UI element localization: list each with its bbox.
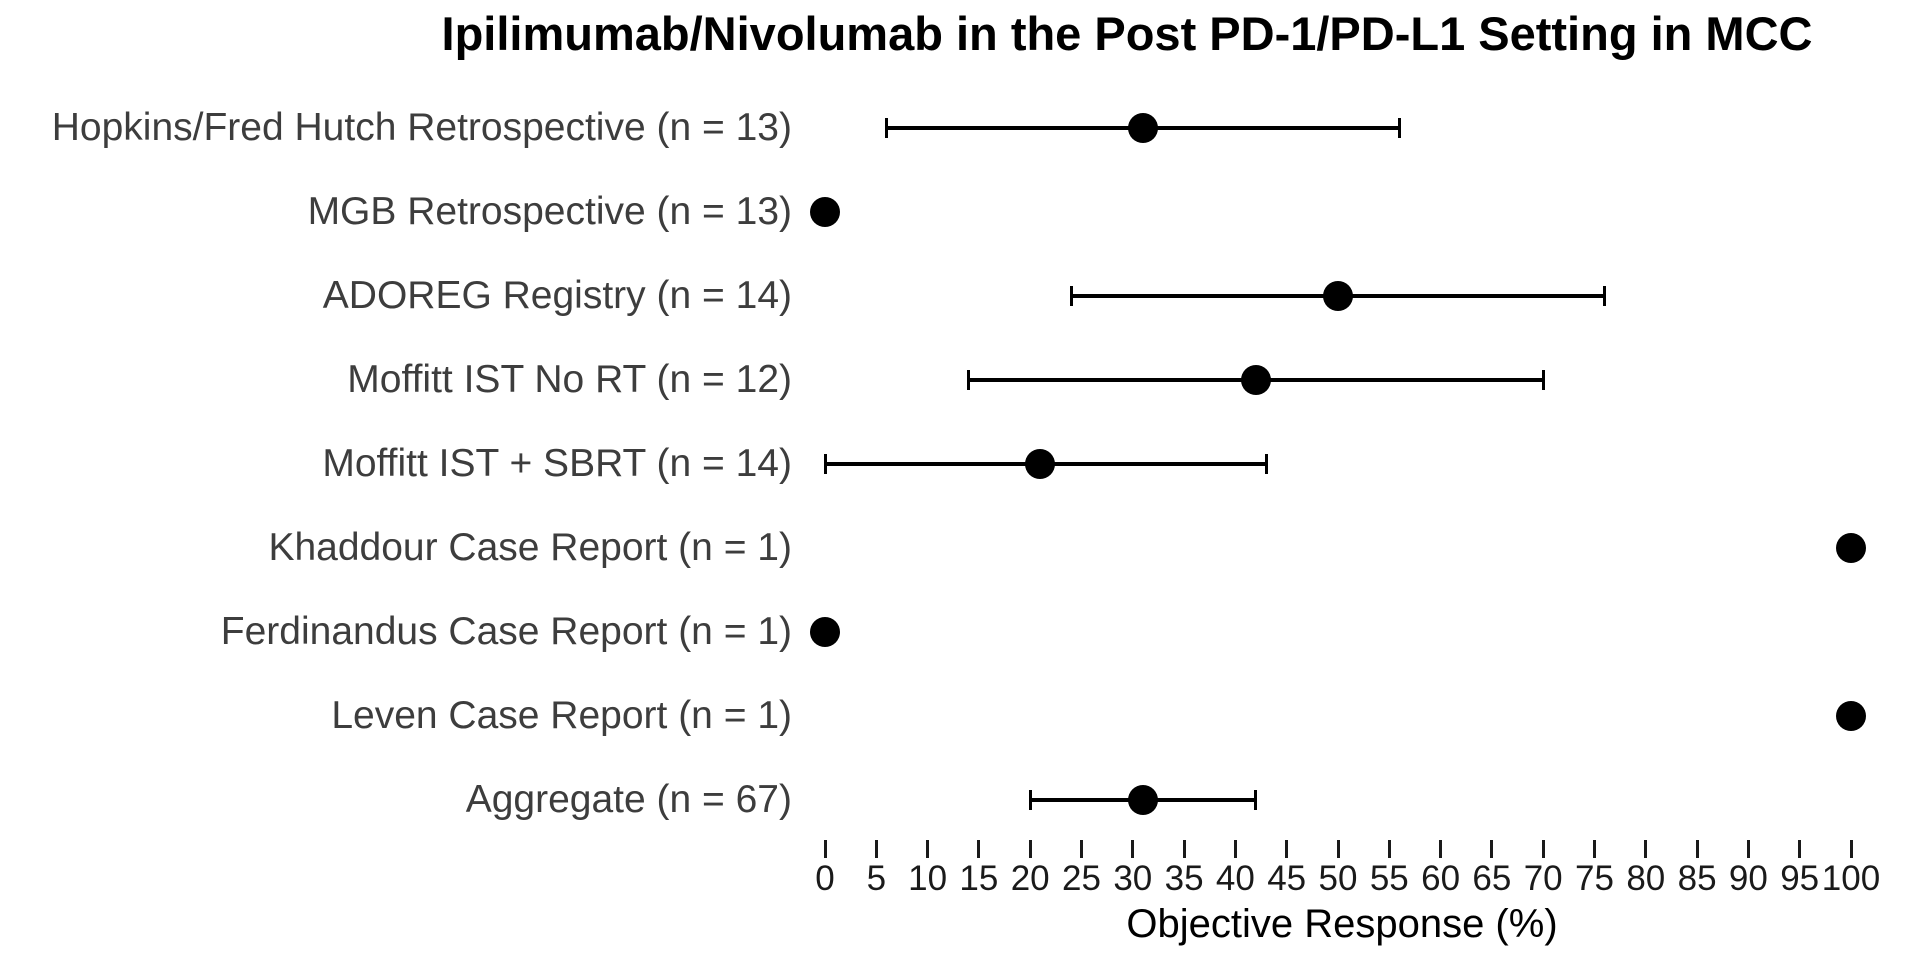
study-label: Moffitt IST + SBRT (n = 14) (322, 442, 792, 485)
x-axis-tick-label: 95 (1780, 859, 1820, 898)
x-axis-tick (1849, 840, 1853, 858)
x-axis-tick (1695, 840, 1699, 858)
x-axis-tick (1182, 840, 1186, 858)
study-label: Ferdinandus Case Report (n = 1) (220, 610, 792, 653)
x-axis-tick-label: 100 (1821, 859, 1881, 898)
x-axis-tick (1080, 840, 1083, 858)
error-bar-cap-right (1254, 790, 1258, 810)
chart-title: Ipilimumab/Nivolumab in the Post PD-1/PD… (441, 7, 1813, 60)
point-marker (1836, 533, 1866, 563)
x-axis-tick-label: 90 (1728, 859, 1768, 898)
study-label: Hopkins/Fred Hutch Retrospective (n = 13… (51, 106, 792, 149)
error-bar-cap-left (1069, 286, 1073, 306)
point-marker (1128, 113, 1159, 143)
error-bar-cap-right (1398, 118, 1402, 138)
error-bar-cap-right (1264, 454, 1268, 474)
x-axis-tick (1593, 840, 1596, 858)
x-axis-tick-label: 25 (1062, 859, 1101, 898)
x-axis-tick (977, 840, 981, 858)
error-bar-cap-left (885, 118, 889, 138)
x-axis-tick-label: 20 (1010, 859, 1050, 898)
study-label: Khaddour Case Report (n = 1) (268, 526, 792, 569)
x-axis-tick-label: 45 (1267, 859, 1307, 898)
point-marker (1323, 281, 1353, 311)
x-axis-tick-label: 5 (866, 859, 887, 898)
x-axis-tick (1798, 840, 1802, 858)
x-axis-tick (926, 840, 930, 858)
x-axis-tick-label: 10 (908, 859, 948, 898)
x-axis-tick-label: 80 (1626, 859, 1666, 898)
point-marker (1128, 785, 1159, 815)
x-axis-tick (1131, 840, 1135, 858)
x-axis-tick-label: 40 (1215, 859, 1255, 898)
x-axis-tick (1336, 840, 1340, 858)
study-label: Leven Case Report (n = 1) (331, 694, 792, 737)
x-axis-tick-label: 65 (1472, 859, 1512, 898)
x-axis-tick-label: 70 (1523, 859, 1563, 898)
point-marker (1240, 365, 1271, 395)
x-axis-tick-label: 75 (1575, 859, 1614, 898)
study-label: MGB Retrospective (n = 13) (307, 190, 792, 233)
x-axis-tick (1387, 840, 1391, 858)
x-axis-tick (1233, 840, 1237, 858)
study-label: ADOREG Registry (n = 14) (322, 274, 792, 317)
x-axis-tick (874, 840, 878, 858)
x-axis-tick-label: 0 (815, 859, 835, 898)
x-axis-tick (1439, 840, 1443, 858)
study-label: Moffitt IST No RT (n = 12) (347, 358, 792, 401)
x-axis-tick-label: 55 (1369, 859, 1409, 898)
error-bar-cap-right (1541, 370, 1545, 390)
x-axis-tick (1541, 840, 1545, 858)
x-axis-title: Objective Response (%) (1126, 902, 1558, 946)
x-axis-tick (1285, 840, 1289, 858)
x-axis-tick (1490, 840, 1494, 858)
x-axis-tick-label: 35 (1164, 859, 1204, 898)
x-axis-tick-label: 15 (959, 859, 999, 898)
error-bar-cap-right (1603, 286, 1607, 306)
x-axis-tick-label: 50 (1318, 859, 1358, 898)
x-axis-tick (1746, 840, 1750, 858)
x-axis-tick-label: 60 (1421, 859, 1461, 898)
x-axis-tick (1644, 840, 1648, 858)
x-axis-tick (1028, 840, 1032, 858)
error-bar-cap-left (967, 370, 971, 390)
x-axis-tick-label: 30 (1113, 859, 1153, 898)
x-axis-tick-label: 85 (1677, 859, 1717, 898)
study-label: Aggregate (n = 67) (465, 778, 792, 821)
point-marker (1025, 449, 1056, 479)
error-bar-cap-left (823, 454, 827, 474)
x-axis-tick (823, 840, 827, 858)
error-bar-cap-left (1028, 790, 1032, 810)
point-marker (1836, 701, 1866, 731)
point-marker (810, 617, 840, 647)
point-marker (810, 197, 840, 227)
